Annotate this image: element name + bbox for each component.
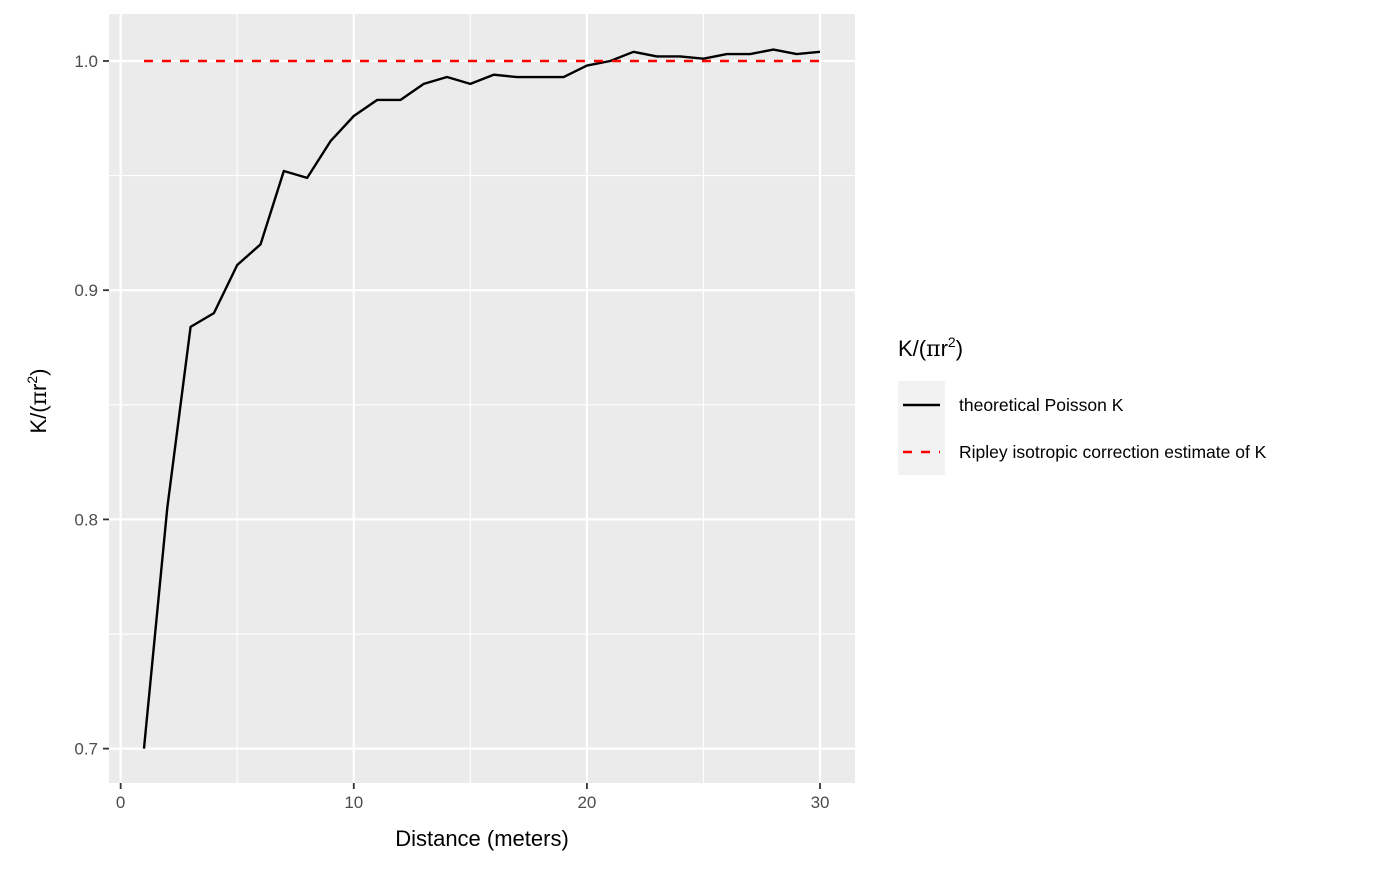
x-axis-title: Distance (meters) [395, 826, 569, 851]
y-axis-title-pi: π [27, 391, 52, 405]
axis-ticks [103, 60, 821, 789]
y-axis-title-r: r [26, 384, 51, 391]
panel-background [109, 14, 855, 783]
y-axis-title-prefix: K/( [26, 405, 51, 434]
x-tick-label: 20 [577, 793, 596, 812]
x-tick-label: 30 [811, 793, 830, 812]
major-gridlines [109, 14, 855, 783]
y-tick-label: 1.0 [74, 52, 98, 71]
y-tick-label: 0.9 [74, 281, 98, 300]
legend-label-theoretical-poisson-k: theoretical Poisson K [959, 395, 1124, 415]
minor-gridlines [109, 14, 855, 783]
series-line-theoretical-poisson-k [142, 48, 821, 749]
legend-title-pi: π [926, 337, 940, 362]
legend-title-prefix: K/( [898, 336, 927, 361]
y-tick-label: 0.7 [74, 740, 98, 759]
legend-label-ripley-isotropic: Ripley isotropic correction estimate of … [959, 442, 1267, 462]
y-tick-label: 0.8 [74, 510, 98, 529]
series-layer [142, 48, 821, 749]
legend-title-suffix: ) [956, 336, 963, 361]
legend: K/(πr2) theoretical Poisson K Ripley iso… [898, 334, 1267, 475]
legend-title-exponent: 2 [948, 334, 956, 350]
y-axis-title-suffix: ) [26, 368, 51, 375]
x-tick-label: 10 [344, 793, 363, 812]
y-axis-title: K/(πr2) [24, 368, 52, 433]
legend-title: K/(πr2) [898, 334, 963, 362]
y-axis-title-exponent: 2 [24, 376, 40, 384]
axis-tick-labels: 0 10 20 30 0.7 0.8 0.9 1.0 [74, 52, 829, 812]
x-tick-label: 0 [116, 793, 125, 812]
legend-title-r: r [941, 336, 948, 361]
